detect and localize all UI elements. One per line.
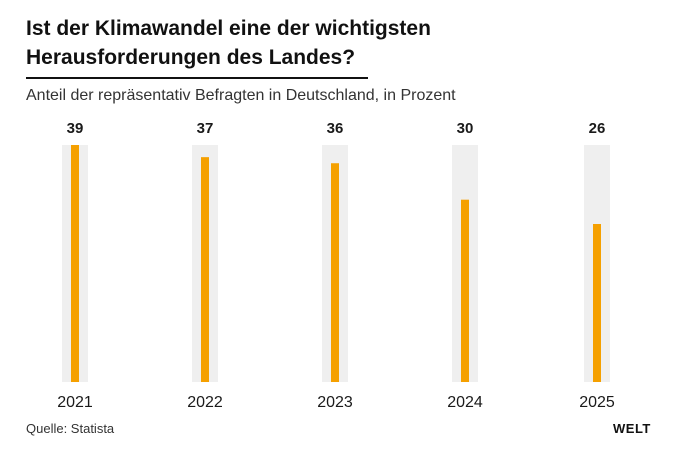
chart-title: Ist der Klimawandel eine der wichtigsten… [26,14,486,72]
bar-2021 [71,145,79,382]
x-tick-2022: 2022 [187,394,223,411]
bar-2023 [331,163,339,382]
data-label-2022: 37 [197,120,214,137]
source-note: Quelle: Statista [26,421,115,436]
title-underline [26,77,368,79]
chart-subtitle: Anteil der repräsentativ Befragten in De… [26,87,456,104]
bar-2022 [201,157,209,382]
bar-2024 [461,199,469,382]
title-line-1: Ist der Klimawandel eine der wichtigsten [26,17,431,40]
data-label-2023: 36 [327,120,344,137]
data-label-2021: 39 [67,120,84,137]
x-tick-2024: 2024 [447,394,483,411]
brand-logo: WELT [613,421,651,436]
x-tick-2025: 2025 [579,394,615,411]
x-tick-2023: 2023 [317,394,353,411]
data-label-2025: 26 [589,120,606,137]
data-label-2024: 30 [457,120,474,137]
bar-2025 [593,224,601,382]
title-line-2: Herausforderungen des Landes? [26,46,356,69]
x-tick-2021: 2021 [57,394,93,411]
